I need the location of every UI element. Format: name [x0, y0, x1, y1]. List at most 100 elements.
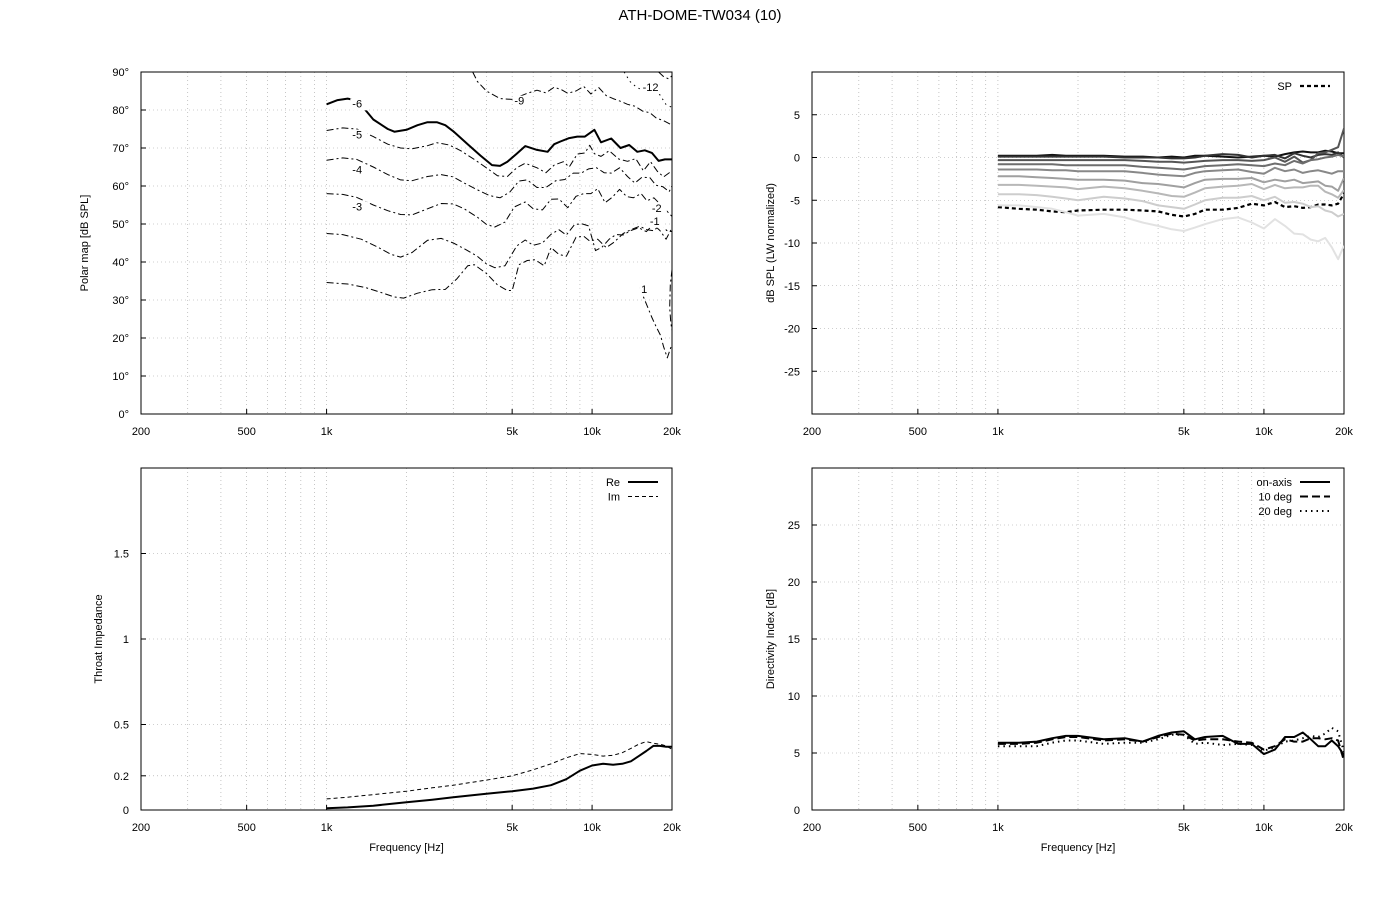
polar-contour-label-bg: [350, 129, 368, 142]
polar-series-line: [639, 287, 672, 359]
directivity-y-axis-label: Directivity Index [dB]: [765, 589, 777, 689]
directivity-y-tick-label: 20: [788, 577, 800, 589]
polar-contour-label-bg: [350, 98, 368, 111]
directivity-y-tick-label: 10: [788, 691, 800, 703]
polar-contour-label: -4: [352, 164, 362, 176]
polar-y-axis-label: Polar map [dB SPL]: [79, 195, 91, 292]
impedance-plot-frame: [140, 467, 673, 811]
polar-contour-label-bg: [647, 215, 665, 228]
impedance-y-tick-label: 1: [123, 634, 129, 646]
chart-main-title: ATH-DOME-TW034 (10): [618, 7, 782, 24]
polar-y-tick-label: 60°: [112, 181, 129, 193]
directivity-x-tick-label: 20k: [1335, 822, 1353, 834]
impedance-y-tick-label: 0: [123, 805, 129, 817]
normalized-series-line: [997, 193, 1344, 218]
normalized-series-line: [997, 192, 1344, 218]
normalized-x-tick-label: 10k: [1255, 426, 1273, 438]
directivity-legend-label: on-axis: [1257, 477, 1293, 489]
directivity-plot-area: [997, 726, 1344, 762]
impedance-x-tick-label: 20k: [663, 822, 681, 834]
normalized-x-tick-label: 20k: [1335, 426, 1353, 438]
directivity-x-tick-label: 5k: [1178, 822, 1190, 834]
polar-contour-label: -3: [352, 201, 362, 213]
normalized-series-line: [997, 175, 1344, 192]
polar-x-tick-label: 10k: [583, 426, 601, 438]
polar-series-line: [658, 72, 672, 80]
polar-x-tick-label: 500: [237, 426, 255, 438]
impedance-series-line: [326, 744, 672, 810]
normalized-series-line: [997, 166, 1344, 178]
normalized-y-tick-label: 0: [794, 153, 800, 165]
directivity-y-tick-label: 5: [794, 748, 800, 760]
normalized-y-tick-label: -20: [784, 324, 800, 336]
normalized-y-tick-label: -15: [784, 281, 800, 293]
polar-series-line: [326, 188, 672, 228]
impedance-legend-label: Re: [606, 477, 620, 489]
directivity-x-tick-label: 500: [909, 822, 927, 834]
normalized-x-tick-label: 500: [909, 426, 927, 438]
impedance-x-tick-label: 5k: [506, 822, 518, 834]
polar-series-line: [669, 269, 672, 331]
normalized-legend-label: SP: [1277, 81, 1292, 93]
polar-contour-label: -9: [514, 96, 524, 108]
polar-contour-label-bg: [512, 95, 530, 108]
polar-y-tick-label: 40°: [112, 257, 129, 269]
directivity-y-tick-label: 0: [794, 805, 800, 817]
polar-plot-area: [326, 72, 672, 359]
normalized-y-tick-label: 5: [794, 110, 800, 122]
polar-y-tick-label: 20°: [112, 333, 129, 345]
polar-x-tick-label: 1k: [321, 426, 333, 438]
polar-x-tick-label: 5k: [506, 426, 518, 438]
normalized-x-tick-label: 200: [803, 426, 821, 438]
polar-y-tick-label: 80°: [112, 105, 129, 117]
directivity-x-axis-label: Frequency [Hz]: [1041, 842, 1116, 854]
impedance-x-tick-label: 10k: [583, 822, 601, 834]
polar-y-tick-label: 50°: [112, 219, 129, 231]
polar-contour-label-bg: [639, 284, 650, 297]
directivity-x-tick-label: 200: [803, 822, 821, 834]
polar-series-line: [326, 97, 672, 167]
normalized-plot-area: [997, 128, 1344, 261]
normalized-series-line: [997, 183, 1344, 199]
normalized-chart: 200 500 1k 5k 10k 20k 5 0 -5 -10 -15 -20 -25 dB SPL (…: [765, 71, 1353, 438]
directivity-series-line: [997, 726, 1344, 753]
polar-contour-label: -12: [643, 82, 659, 94]
polar-contour-label: -2: [652, 203, 662, 215]
directivity-series-line: [997, 730, 1344, 756]
impedance-legend-label: Im: [608, 492, 620, 504]
impedance-series-line: [326, 741, 672, 800]
normalized-y-tick-label: -5: [790, 195, 800, 207]
polar-contour-label: -6: [352, 98, 362, 110]
impedance-y-tick-label: 0.5: [114, 720, 129, 732]
polar-y-tick-label: 90°: [112, 67, 129, 79]
impedance-y-axis-label: Throat Impedance: [93, 594, 105, 683]
directivity-x-tick-label: 1k: [992, 822, 1004, 834]
directivity-series-line: [997, 732, 1344, 762]
normalized-series-line: [997, 128, 1344, 164]
polar-contour-label-bg: [350, 164, 368, 177]
impedance-y-tick-label: 1.5: [114, 549, 129, 561]
impedance-chart: 200 500 1k 5k 10k 20k 0 0.2 0.5 1 1.5 Throat Impeda…: [93, 467, 681, 854]
polar-contour-label-bg: [640, 82, 665, 94]
polar-series-line: [326, 223, 672, 299]
normalized-y-tick-label: -25: [784, 366, 800, 378]
impedance-x-tick-label: 500: [237, 822, 255, 834]
polar-x-tick-label: 200: [132, 426, 150, 438]
impedance-x-axis-label: Frequency [Hz]: [369, 842, 444, 854]
directivity-chart: 200 500 1k 5k 10k 20k 0 5 10 15 20 25 Directivity In…: [765, 467, 1353, 854]
normalized-series-line: [997, 153, 1344, 171]
directivity-legend-label: 20 deg: [1258, 506, 1292, 518]
impedance-x-tick-label: 200: [132, 822, 150, 834]
polar-y-tick-label: 10°: [112, 371, 129, 383]
directivity-y-tick-label: 15: [788, 634, 800, 646]
impedance-y-tick-label: 0.2: [114, 771, 129, 783]
directivity-y-tick-label: 25: [788, 520, 800, 532]
impedance-plot-area: [326, 741, 672, 810]
polar-contour-label: -5: [352, 130, 362, 142]
polar-plot-frame: [140, 71, 673, 415]
polar-series-line: [326, 127, 672, 178]
normalized-y-tick-label: -10: [784, 238, 800, 250]
impedance-x-tick-label: 1k: [321, 822, 333, 834]
polar-y-tick-label: 70°: [112, 143, 129, 155]
